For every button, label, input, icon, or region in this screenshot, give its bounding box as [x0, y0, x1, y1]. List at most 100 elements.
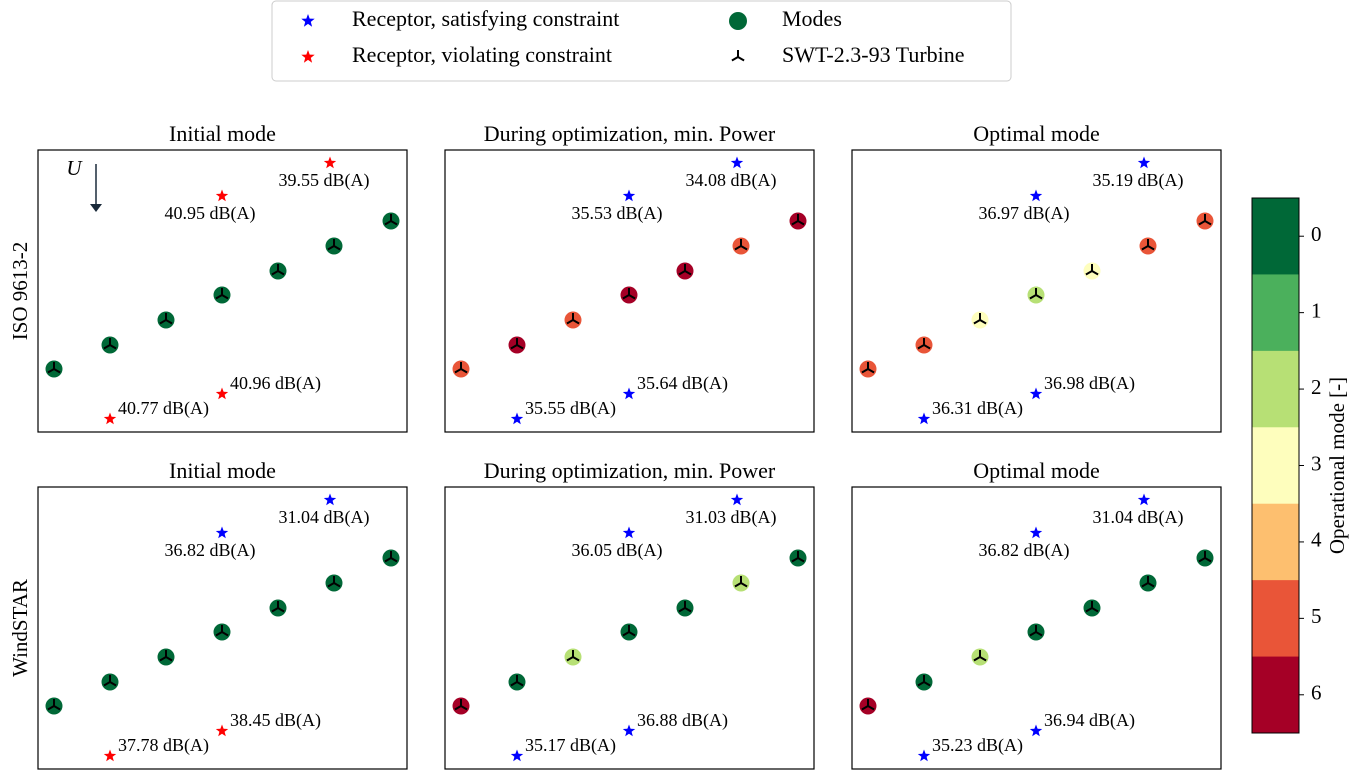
turbine-spoke — [917, 681, 925, 687]
wind-label: U — [66, 156, 83, 180]
receptor — [917, 749, 931, 762]
legend-turbine-spoke — [731, 56, 739, 62]
receptor-label: 36.05 dB(A) — [572, 540, 663, 561]
turbine-spoke — [1085, 607, 1093, 613]
colorbar-segment — [1252, 427, 1299, 505]
turbine — [789, 212, 807, 230]
panel-frame — [444, 486, 815, 770]
turbine-spoke — [1035, 294, 1043, 300]
panel-frame — [444, 149, 815, 433]
turbine-spoke — [734, 245, 742, 251]
receptor — [1137, 156, 1151, 169]
turbine — [1027, 623, 1045, 641]
legend-turbine — [731, 50, 745, 62]
panel-frame — [851, 149, 1222, 433]
receptor — [510, 749, 524, 762]
turbine — [269, 262, 287, 280]
panel-title: During optimization, min. Power — [484, 458, 776, 483]
receptor — [730, 156, 744, 169]
turbine — [1196, 549, 1214, 567]
turbine-spoke — [327, 245, 335, 251]
colorbar-frame — [1251, 197, 1300, 734]
turbine-spoke — [861, 705, 869, 711]
turbine-spoke — [797, 557, 805, 563]
receptor — [1029, 387, 1043, 400]
turbine-spoke — [622, 631, 630, 637]
turbine-spoke — [628, 294, 636, 300]
colorbar-segment — [1252, 198, 1299, 275]
legend-circle — [729, 12, 747, 30]
colorbar-tick-label: 2 — [1311, 375, 1322, 399]
turbine-spoke — [327, 582, 335, 588]
receptor — [323, 493, 337, 506]
turbine — [157, 311, 175, 329]
turbine-spoke — [1085, 270, 1093, 276]
turbine-spoke — [221, 294, 229, 300]
turbine — [1139, 237, 1157, 255]
turbine-spoke — [1029, 294, 1037, 300]
turbine — [452, 360, 470, 378]
colorbar-tick-label: 1 — [1311, 298, 1322, 322]
panel-frame — [37, 149, 408, 433]
turbine-spoke — [923, 681, 931, 687]
turbine — [915, 673, 933, 691]
turbine — [732, 574, 750, 592]
turbine-spoke — [221, 631, 229, 637]
turbine-spoke — [867, 368, 875, 374]
turbine — [325, 237, 343, 255]
turbine-spoke — [923, 344, 931, 350]
colorbar-tick-label: 3 — [1311, 451, 1322, 475]
legend-label: Receptor, violating constraint — [352, 42, 612, 67]
turbine-spoke — [516, 681, 524, 687]
turbine-spoke — [1091, 270, 1099, 276]
receptor-label: 39.55 dB(A) — [279, 170, 370, 191]
turbine-spoke — [510, 681, 518, 687]
turbine-spoke — [384, 220, 392, 226]
panel-title: During optimization, min. Power — [484, 121, 776, 146]
receptor — [103, 749, 117, 762]
turbine-spoke — [628, 631, 636, 637]
receptor-label: 36.88 dB(A) — [637, 710, 728, 731]
receptor — [622, 526, 636, 539]
receptor — [215, 387, 229, 400]
turbine-spoke — [867, 705, 875, 711]
turbine-spoke — [734, 582, 742, 588]
turbine-spoke — [109, 681, 117, 687]
turbine — [620, 286, 638, 304]
receptor-label: 37.78 dB(A) — [118, 735, 209, 756]
turbine-spoke — [390, 220, 398, 226]
turbine-spoke — [572, 319, 580, 325]
legend-label: SWT-2.3-93 Turbine — [782, 42, 965, 67]
panel-title: Optimal mode — [973, 458, 1099, 483]
receptor-label: 31.04 dB(A) — [279, 507, 370, 528]
turbine-spoke — [572, 656, 580, 662]
turbine-spoke — [460, 705, 468, 711]
turbine-spoke — [510, 344, 518, 350]
turbine-spoke — [103, 344, 111, 350]
turbine — [620, 623, 638, 641]
turbine-spoke — [384, 557, 392, 563]
receptor-label: 40.95 dB(A) — [165, 203, 256, 224]
turbine — [213, 623, 231, 641]
turbine-spoke — [53, 368, 61, 374]
turbine-spoke — [165, 656, 173, 662]
turbine — [1083, 262, 1101, 280]
turbine-spoke — [791, 557, 799, 563]
turbine — [101, 673, 119, 691]
turbine-spoke — [566, 319, 574, 325]
colorbar-segment — [1252, 656, 1299, 734]
legend-label: Modes — [782, 6, 842, 31]
turbine-spoke — [684, 270, 692, 276]
turbine — [325, 574, 343, 592]
turbine — [859, 697, 877, 715]
receptor — [1137, 493, 1151, 506]
receptor-label: 35.55 dB(A) — [525, 398, 616, 419]
receptor — [917, 412, 931, 425]
turbine — [101, 336, 119, 354]
turbine-spoke — [165, 319, 173, 325]
receptor-label: 35.17 dB(A) — [525, 735, 616, 756]
turbine-spoke — [678, 270, 686, 276]
turbine — [564, 311, 582, 329]
turbine-spoke — [973, 319, 981, 325]
